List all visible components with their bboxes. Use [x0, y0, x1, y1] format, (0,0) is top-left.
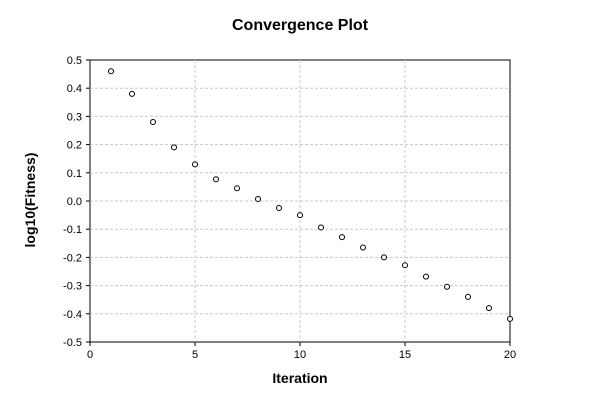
data-point — [360, 244, 366, 251]
points-layer — [108, 68, 513, 322]
grid-layer — [90, 60, 510, 342]
x-tick-label: 0 — [87, 349, 93, 361]
y-tick-label: -0.2 — [63, 252, 82, 264]
y-tick-label: 0.3 — [67, 111, 82, 123]
x-tick-label: 20 — [504, 349, 516, 361]
y-tick-label: 0.1 — [67, 168, 82, 180]
x-tick-label: 15 — [399, 349, 411, 361]
data-point — [402, 262, 408, 269]
data-point — [423, 273, 429, 280]
data-point — [486, 305, 492, 312]
data-point — [297, 212, 303, 219]
x-axis-label: Iteration — [272, 370, 327, 386]
y-tick-label: 0.4 — [67, 83, 82, 95]
data-point — [150, 119, 156, 126]
y-tick-label: 0.5 — [67, 55, 82, 67]
data-point — [381, 254, 387, 261]
data-point — [108, 68, 114, 75]
data-point — [465, 293, 471, 300]
data-point — [507, 315, 513, 322]
y-axis-label: log10(Fitness) — [22, 153, 38, 248]
data-point — [339, 234, 345, 241]
y-tick-label: -0.4 — [63, 309, 82, 321]
y-tick-label: -0.3 — [63, 281, 82, 293]
y-tick-label: 0.0 — [67, 196, 82, 208]
data-point — [129, 90, 135, 97]
y-tick-label: -0.5 — [63, 337, 82, 349]
tick-layer: 0 5 10 15 20 -0.5 -0.4 -0.3 -0.2 -0.1 0.0 0.1 0.2 0.3… — [63, 55, 516, 361]
data-point — [213, 176, 219, 183]
y-tick-label: -0.1 — [63, 224, 82, 236]
data-point — [255, 196, 261, 203]
x-tick-label: 10 — [294, 349, 306, 361]
data-point — [318, 224, 324, 231]
x-tick-label: 5 — [192, 349, 198, 361]
y-tick-label: 0.2 — [67, 140, 82, 152]
data-point — [444, 283, 450, 290]
data-point — [171, 144, 177, 151]
data-point — [234, 185, 240, 192]
data-point — [192, 161, 198, 168]
chart-title: Convergence Plot — [232, 17, 369, 34]
data-point — [276, 205, 282, 212]
